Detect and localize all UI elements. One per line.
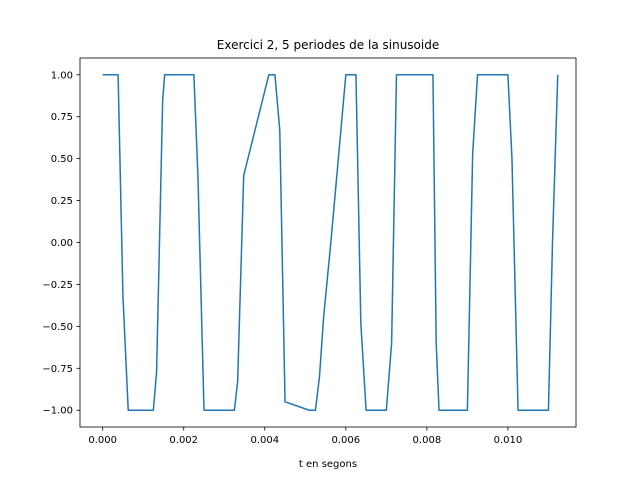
y-tick-label: −0.25 <box>42 280 73 291</box>
y-tick-label: 1.00 <box>51 70 73 81</box>
y-axis: 1.00 0.75 0.50 0.25 0.00 −0.25 −0.50 −0.75 −1.00 <box>42 70 80 417</box>
x-tick-label: 0.008 <box>413 435 442 446</box>
y-tick-label: −1.00 <box>42 406 73 417</box>
series-line-0 <box>102 74 559 411</box>
y-tick-label: 0.50 <box>51 154 73 165</box>
x-axis: 0.000 0.002 0.004 0.006 0.008 0.010 <box>88 427 522 446</box>
x-tick-label: 0.002 <box>169 435 198 446</box>
y-tick-label: 0.25 <box>51 196 73 207</box>
y-tick-label: 0.00 <box>51 238 73 249</box>
chart-title: Exercici 2, 5 periodes de la sinusoide <box>217 38 439 52</box>
x-tick-label: 0.006 <box>332 435 361 446</box>
x-axis-label: t en segons <box>299 459 357 470</box>
x-tick-label: 0.004 <box>250 435 279 446</box>
y-tick-label: −0.50 <box>42 322 73 333</box>
y-tick-label: −0.75 <box>42 364 73 375</box>
x-tick-label: 0.010 <box>494 435 523 446</box>
x-tick-label: 0.000 <box>88 435 117 446</box>
y-tick-label: 0.75 <box>51 112 73 123</box>
